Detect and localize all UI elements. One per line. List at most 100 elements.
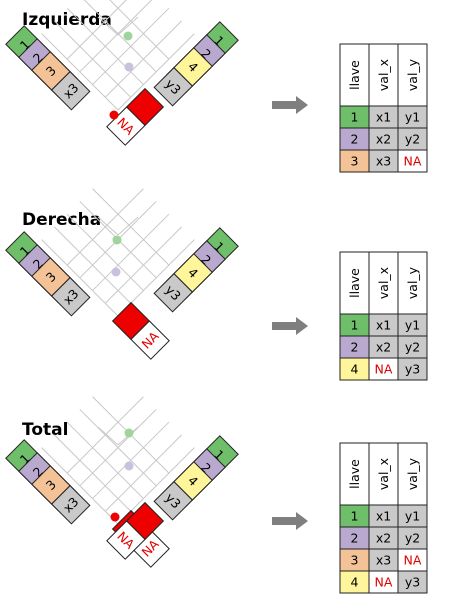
val-y-value: y2 bbox=[405, 531, 420, 546]
panel-total: Totalx11x22x33NAy11y22y34NAllaveval_xval… bbox=[5, 396, 428, 594]
table-row: 1 x1 y1 bbox=[339, 313, 428, 337]
grid-line bbox=[79, 409, 157, 487]
right-key-cell bbox=[173, 253, 213, 293]
key-value: 3 bbox=[351, 154, 359, 169]
panel-derecha: Derechax11x22x33NAy11y22y34llaveval_xval… bbox=[5, 188, 428, 381]
key-value: 1 bbox=[351, 110, 359, 125]
val-y-cell bbox=[397, 357, 428, 381]
match-dots bbox=[109, 31, 134, 120]
table-row: 3 x3 NA bbox=[339, 548, 428, 572]
match-dot bbox=[123, 31, 133, 41]
column-header: val_x bbox=[376, 267, 391, 299]
val-y-value: y2 bbox=[405, 340, 420, 355]
left-key-cell bbox=[31, 465, 71, 505]
left-row: x33 bbox=[31, 465, 91, 525]
panel-title: Derecha bbox=[22, 210, 101, 230]
val-y-cell bbox=[397, 149, 428, 173]
right-table: y11y22y34NA bbox=[106, 435, 239, 560]
header-cell bbox=[397, 442, 428, 506]
left-key-cell bbox=[31, 51, 71, 91]
grid-line bbox=[109, 0, 170, 60]
match-dots bbox=[111, 235, 135, 327]
val-x-value: NA bbox=[375, 362, 393, 377]
grid-line bbox=[66, 0, 127, 60]
grid-line bbox=[83, 0, 157, 73]
table-row: 4 NA y3 bbox=[339, 570, 428, 594]
column-header: llave bbox=[347, 459, 362, 489]
header-cell bbox=[397, 251, 428, 315]
column-header: llave bbox=[347, 268, 362, 298]
join-grid bbox=[41, 0, 195, 111]
right-row: y34 bbox=[153, 461, 213, 521]
grid-line bbox=[66, 188, 144, 266]
val-x-value: x2 bbox=[376, 531, 391, 546]
key-value: 1 bbox=[351, 509, 359, 524]
val-y-value: y3 bbox=[405, 362, 420, 377]
right-table: y11y22y34NA bbox=[106, 21, 239, 146]
match-dot bbox=[124, 461, 134, 471]
column-header: val_x bbox=[376, 59, 391, 91]
key-value: 4 bbox=[351, 575, 359, 590]
val-y-value: y1 bbox=[405, 509, 420, 524]
result-table: llave val_x val_y 1 x1 y1 2 x2 y2 3 x3 NA 4 NA y3 bbox=[339, 442, 428, 594]
table-row: 1 x1 y1 bbox=[339, 504, 428, 528]
table-row: 4 NA y3 bbox=[339, 357, 428, 381]
join-grid bbox=[41, 188, 195, 317]
table-row: 2 x2 y2 bbox=[339, 335, 428, 359]
table-row: 1 x1 y1 bbox=[339, 105, 428, 129]
right-na-val-cell bbox=[106, 520, 146, 560]
column-header: val_x bbox=[376, 458, 391, 490]
match-dot bbox=[124, 428, 134, 438]
val-y-value: NA bbox=[404, 553, 422, 568]
val-x-value: NA bbox=[375, 575, 393, 590]
grid-line bbox=[97, 216, 119, 236]
grid-line bbox=[117, 16, 139, 36]
key-value: 4 bbox=[351, 362, 359, 377]
val-x-value: x1 bbox=[376, 318, 391, 333]
left-key-cell bbox=[31, 257, 71, 297]
key-value: 3 bbox=[351, 553, 359, 568]
val-y-value: NA bbox=[404, 154, 422, 169]
val-y-value: y2 bbox=[405, 132, 420, 147]
match-dot bbox=[125, 317, 135, 327]
match-dot bbox=[111, 267, 121, 277]
val-x-value: x1 bbox=[376, 509, 391, 524]
right-table: y11y22y34 bbox=[153, 227, 239, 313]
grid-line bbox=[97, 16, 119, 36]
grid-line bbox=[66, 396, 144, 474]
right-key-cell bbox=[173, 47, 213, 87]
column-header: llave bbox=[347, 60, 362, 90]
left-table: x11x22x33 bbox=[5, 25, 91, 111]
column-header: val_y bbox=[405, 457, 420, 490]
header-cell bbox=[368, 251, 399, 315]
key-value: 1 bbox=[351, 318, 359, 333]
key-value: 2 bbox=[351, 531, 359, 546]
result-table: llave val_x val_y 1 x1 y1 2 x2 y2 3 x3 NA bbox=[339, 43, 428, 173]
match-dots bbox=[110, 428, 150, 522]
match-dot bbox=[112, 235, 122, 245]
result-table: llave val_x val_y 1 x1 y1 2 x2 y2 4 NA y3 bbox=[339, 251, 428, 381]
right-arrow-icon bbox=[272, 512, 308, 530]
right-na-row: NA bbox=[106, 87, 165, 146]
val-y-value: y3 bbox=[405, 575, 420, 590]
val-y-value: y1 bbox=[405, 318, 420, 333]
header-cell bbox=[368, 442, 399, 506]
left-table: x11x22x33NA bbox=[5, 231, 170, 360]
table-row: 2 x2 y2 bbox=[339, 127, 428, 151]
header-cell bbox=[339, 43, 370, 107]
left-na-row: NA bbox=[111, 301, 170, 360]
left-na-val-cell bbox=[130, 320, 170, 360]
panel-title: Izquierda bbox=[22, 10, 112, 30]
right-row: y34 bbox=[153, 253, 213, 313]
val-x-value: x3 bbox=[376, 553, 391, 568]
left-row: x33 bbox=[31, 257, 91, 317]
right-key-cell bbox=[173, 461, 213, 501]
val-y-cell bbox=[397, 570, 428, 594]
right-arrow-icon bbox=[272, 96, 308, 114]
match-dot bbox=[109, 110, 119, 120]
panel-title: Total bbox=[22, 420, 68, 440]
val-x-value: x3 bbox=[376, 154, 391, 169]
grid-line bbox=[92, 188, 170, 266]
val-y-value: y1 bbox=[405, 110, 420, 125]
